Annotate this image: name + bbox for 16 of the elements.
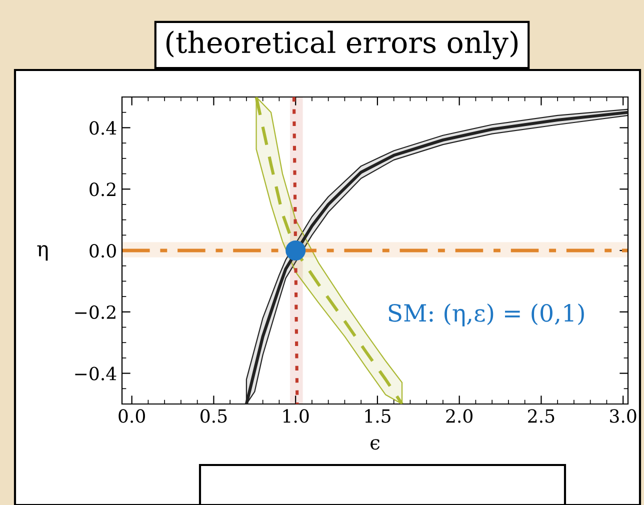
y-tick-label: 0.2 (90, 182, 116, 196)
y-axis-title: η (37, 245, 48, 261)
annotation: SM: (η,ε) = (0,1) (388, 304, 584, 326)
y-tick-label: 0.4 (90, 121, 116, 135)
x-tick-label: 2.0 (446, 409, 472, 423)
chart-title: (theoretical errors only) (166, 30, 518, 60)
x-tick-label: 1.0 (283, 409, 309, 423)
x-tick-label: 3.0 (610, 409, 636, 423)
y-tick-label: −0.4 (75, 366, 116, 380)
x-tick-label: 0.0 (118, 409, 145, 423)
y-tick-label: 0.0 (90, 244, 116, 258)
x-tick-label: 2.5 (528, 409, 554, 423)
x-axis-title: ϵ (370, 439, 380, 450)
x-tick-label: 1.5 (365, 409, 390, 423)
y-tick-label: −0.2 (75, 305, 116, 320)
x-tick-label: 0.5 (200, 409, 227, 423)
